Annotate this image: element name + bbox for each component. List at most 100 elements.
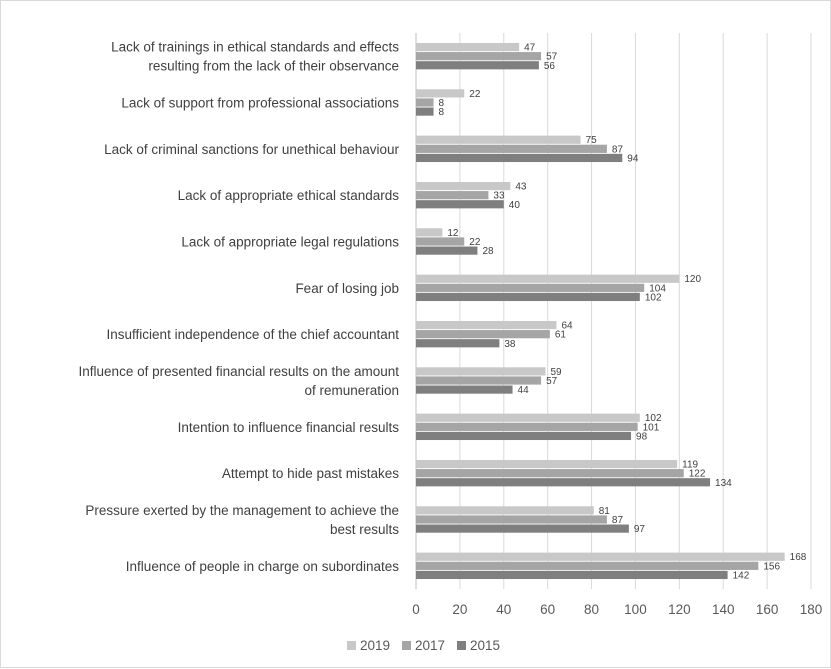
x-tick-label: 140 (712, 602, 735, 617)
data-label-2017: 156 (763, 561, 780, 572)
data-label-2019: 120 (684, 274, 701, 285)
bar-2019 (416, 506, 594, 515)
bar-2017 (416, 376, 542, 385)
bar-2019 (416, 89, 465, 98)
bar-2019 (416, 228, 443, 237)
bar-2017 (416, 191, 489, 200)
bar-2015 (416, 246, 478, 255)
data-label-2017: 61 (555, 330, 567, 341)
bar-2015 (416, 524, 629, 533)
category-labels: Lack of trainings in ethical standards a… (79, 40, 400, 574)
category-label: best results (330, 522, 399, 537)
bar-2017 (416, 144, 607, 153)
data-label-2019: 64 (561, 321, 573, 332)
bar-2019 (416, 181, 511, 191)
data-label-2019: 119 (682, 460, 698, 471)
bar-2019 (416, 42, 520, 52)
x-tick-label: 60 (540, 602, 555, 617)
x-tick-label: 120 (668, 602, 691, 617)
bar-2015 (416, 292, 640, 302)
category-label: Influence of presented financial results… (79, 364, 400, 379)
data-label-2015: 38 (504, 339, 516, 350)
data-label-2019: 43 (515, 182, 527, 193)
bar-2015 (416, 431, 632, 441)
bar-2015 (416, 478, 711, 487)
bar-2017 (416, 561, 759, 570)
bar-2015 (416, 107, 434, 116)
data-labels: 4757562288758794433340122228120104102646… (439, 43, 807, 582)
data-label-2017: 57 (546, 52, 558, 63)
category-label: Attempt to hide past mistakes (222, 466, 399, 481)
bar-2019 (416, 274, 680, 283)
data-label-2017: 87 (612, 515, 624, 526)
legend-label-2019: 2019 (360, 638, 390, 653)
legend: 2019 2017 2015 (347, 638, 500, 653)
bar-2019 (416, 459, 678, 469)
bar-2015 (416, 385, 513, 394)
data-label-2017: 22 (469, 237, 481, 248)
bar-2015 (416, 570, 728, 580)
data-label-2019: 22 (469, 89, 481, 100)
category-label: Lack of appropriate legal regulations (181, 235, 399, 250)
bar-2017 (416, 237, 465, 246)
data-label-2019: 47 (524, 43, 536, 54)
bar-2017 (416, 422, 638, 431)
x-tick-label: 80 (584, 602, 599, 617)
gridlines (415, 33, 812, 589)
data-label-2019: 168 (790, 552, 807, 563)
data-label-2019: 75 (586, 135, 598, 146)
x-tick-label: 180 (800, 602, 823, 617)
data-label-2017: 57 (546, 376, 558, 387)
bars (416, 42, 785, 580)
category-label: Fear of losing job (295, 281, 399, 296)
data-label-2015: 94 (627, 153, 639, 164)
bar-2019 (416, 135, 581, 144)
data-label-2019: 81 (599, 506, 611, 517)
category-label: Lack of appropriate ethical standards (178, 188, 400, 203)
data-label-2019: 12 (447, 228, 459, 239)
bar-2017 (416, 469, 684, 478)
data-label-2015: 44 (518, 385, 530, 396)
bar-2015 (416, 339, 500, 348)
x-tick-label: 20 (452, 602, 467, 617)
data-label-2019: 59 (550, 367, 562, 378)
bar-2017 (416, 52, 542, 61)
bar-2017 (416, 515, 607, 524)
legend-swatch-2019 (347, 641, 356, 650)
data-label-2017: 104 (649, 283, 666, 294)
data-label-2017: 87 (612, 144, 624, 155)
category-label: Lack of criminal sanctions for unethical… (104, 142, 399, 157)
bar-2017 (416, 283, 645, 292)
category-label: of remuneration (304, 383, 399, 398)
bar-2019 (416, 367, 546, 376)
data-label-2019: 102 (645, 413, 662, 424)
legend-swatch-2015 (457, 641, 466, 650)
bar-2015 (416, 153, 623, 163)
bar-2015 (416, 200, 504, 209)
data-label-2017: 33 (493, 191, 505, 202)
x-axis-ticks: 0 20 40 60 80 100 120 140 160 180 (412, 602, 822, 617)
data-label-2015: 102 (645, 292, 662, 303)
data-label-2015: 134 (715, 478, 732, 489)
data-label-2015: 142 (733, 570, 750, 581)
category-label: Lack of trainings in ethical standards a… (111, 40, 399, 55)
x-tick-label: 40 (496, 602, 511, 617)
legend-label-2015: 2015 (470, 638, 500, 653)
x-tick-label: 0 (412, 602, 420, 617)
bar-2017 (416, 330, 550, 339)
category-label: Insufficient independence of the chief a… (107, 327, 400, 342)
data-label-2017: 101 (643, 422, 660, 433)
category-label: Lack of support from professional associ… (121, 96, 399, 111)
data-label-2015: 98 (636, 431, 648, 442)
data-label-2015: 97 (634, 524, 646, 535)
data-label-2017: 8 (439, 98, 445, 109)
x-tick-label: 100 (624, 602, 647, 617)
data-label-2015: 56 (544, 61, 556, 72)
data-label-2015: 28 (482, 246, 494, 257)
bar-2019 (416, 552, 785, 561)
bar-2019 (416, 413, 640, 422)
bar-2015 (416, 61, 539, 70)
x-tick-label: 160 (756, 602, 779, 617)
